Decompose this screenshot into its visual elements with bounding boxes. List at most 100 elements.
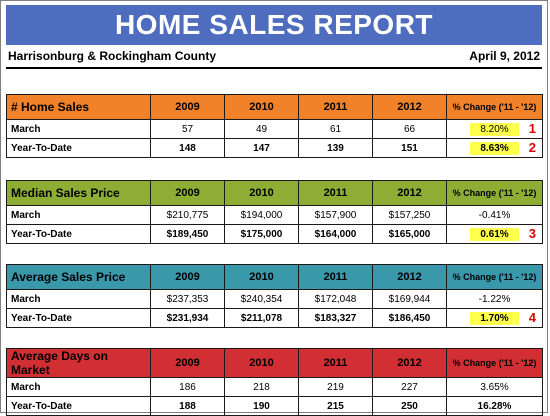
value-cell: 250 [372,396,447,416]
change-cell: 16.28% [446,396,543,416]
note-marker: 1 [528,121,536,136]
value-cell: 227 [372,377,447,397]
note-marker: 3 [528,226,536,241]
value-cell: $169,944 [372,289,447,309]
row-label: Year-To-Date [6,308,151,328]
header-divider [6,67,542,69]
change-cell: -1.22% [446,289,543,309]
table-row: Year-To-Date 148 147 139 151 8.63% 2 [6,138,543,158]
report-date: April 9, 2012 [469,49,540,63]
year-header: 2009 [150,264,225,290]
table-row: Year-To-Date $189,450 $175,000 $164,000 … [6,224,543,244]
average-price-table: Average Sales Price 2009 2010 2011 2012 … [6,264,543,328]
change-value-highlighted: 8.63% [470,141,519,155]
year-header: 2011 [298,180,373,206]
year-header: 2011 [298,94,373,120]
table-header-row: Average Sales Price 2009 2010 2011 2012 … [6,264,543,290]
change-value: 16.28% [477,400,512,412]
row-label: March [6,377,151,397]
value-cell: $231,934 [150,308,225,328]
table-row: Year-To-Date $231,934 $211,078 $183,327 … [6,308,543,328]
change-value: 3.65% [480,381,509,393]
table-row: March $237,353 $240,354 $172,048 $169,94… [6,289,543,309]
value-cell: 147 [224,138,299,158]
change-value: -0.41% [478,209,511,221]
change-value-highlighted: 8.20% [470,122,519,136]
year-header: 2010 [224,94,299,120]
change-value: -1.22% [478,293,511,305]
year-header: 2012 [372,264,447,290]
table-row: Year-To-Date 188 190 215 250 16.28% [6,396,543,416]
table-title: Average Days on Market [6,348,151,378]
change-header: % Change ('11 - '12) [446,264,543,290]
table-header-row: Median Sales Price 2009 2010 2011 2012 %… [6,180,543,206]
year-header: 2009 [150,348,225,378]
value-cell: 190 [224,396,299,416]
change-header: % Change ('11 - '12) [446,180,543,206]
row-label: March [6,119,151,139]
change-header: % Change ('11 - '12) [446,348,543,378]
year-header: 2009 [150,180,225,206]
note-marker: 4 [528,310,536,325]
table-title: Median Sales Price [6,180,151,206]
change-cell: 8.63% 2 [446,138,543,158]
table-header-row: Average Days on Market 2009 2010 2011 20… [6,348,543,378]
change-value-highlighted: 1.70% [470,311,519,325]
change-cell: 8.20% 1 [446,119,543,139]
year-header: 2012 [372,348,447,378]
value-cell: 186 [150,377,225,397]
year-header: 2010 [224,180,299,206]
change-cell: 3.65% [446,377,543,397]
row-label: Year-To-Date [6,138,151,158]
value-cell: 188 [150,396,225,416]
value-cell: $186,450 [372,308,447,328]
value-cell: $237,353 [150,289,225,309]
region-label: Harrisonburg & Rockingham County [8,49,217,63]
table-title: Average Sales Price [6,264,151,290]
value-cell: 57 [150,119,225,139]
value-cell: $172,048 [298,289,373,309]
value-cell: 218 [224,377,299,397]
table-row: March 186 218 219 227 3.65% [6,377,543,397]
change-header: % Change ('11 - '12) [446,94,543,120]
value-cell: 151 [372,138,447,158]
value-cell: $175,000 [224,224,299,244]
home-sales-table: # Home Sales 2009 2010 2011 2012 % Chang… [6,94,543,158]
row-label: Year-To-Date [6,396,151,416]
value-cell: $183,327 [298,308,373,328]
days-on-market-table: Average Days on Market 2009 2010 2011 20… [6,348,543,416]
year-header: 2011 [298,348,373,378]
table-title: # Home Sales [6,94,151,120]
change-cell: 1.70% 4 [446,308,543,328]
row-label: March [6,289,151,309]
table-row: March $210,775 $194,000 $157,900 $157,25… [6,205,543,225]
value-cell: 219 [298,377,373,397]
change-value-highlighted: 0.61% [470,227,519,241]
value-cell: $194,000 [224,205,299,225]
year-header: 2009 [150,94,225,120]
change-cell: -0.41% [446,205,543,225]
value-cell: $165,000 [372,224,447,244]
row-label: March [6,205,151,225]
value-cell: 61 [298,119,373,139]
table-header-row: # Home Sales 2009 2010 2011 2012 % Chang… [6,94,543,120]
year-header: 2012 [372,180,447,206]
value-cell: $157,250 [372,205,447,225]
value-cell: 215 [298,396,373,416]
value-cell: $164,000 [298,224,373,244]
median-price-table: Median Sales Price 2009 2010 2011 2012 %… [6,180,543,244]
table-row: March 57 49 61 66 8.20% 1 [6,119,543,139]
report-title: HOME SALES REPORT [6,5,542,45]
change-cell: 0.61% 3 [446,224,543,244]
value-cell: 148 [150,138,225,158]
year-header: 2010 [224,348,299,378]
value-cell: 139 [298,138,373,158]
value-cell: 49 [224,119,299,139]
row-label: Year-To-Date [6,224,151,244]
value-cell: $189,450 [150,224,225,244]
year-header: 2012 [372,94,447,120]
value-cell: $240,354 [224,289,299,309]
year-header: 2010 [224,264,299,290]
value-cell: $157,900 [298,205,373,225]
year-header: 2011 [298,264,373,290]
